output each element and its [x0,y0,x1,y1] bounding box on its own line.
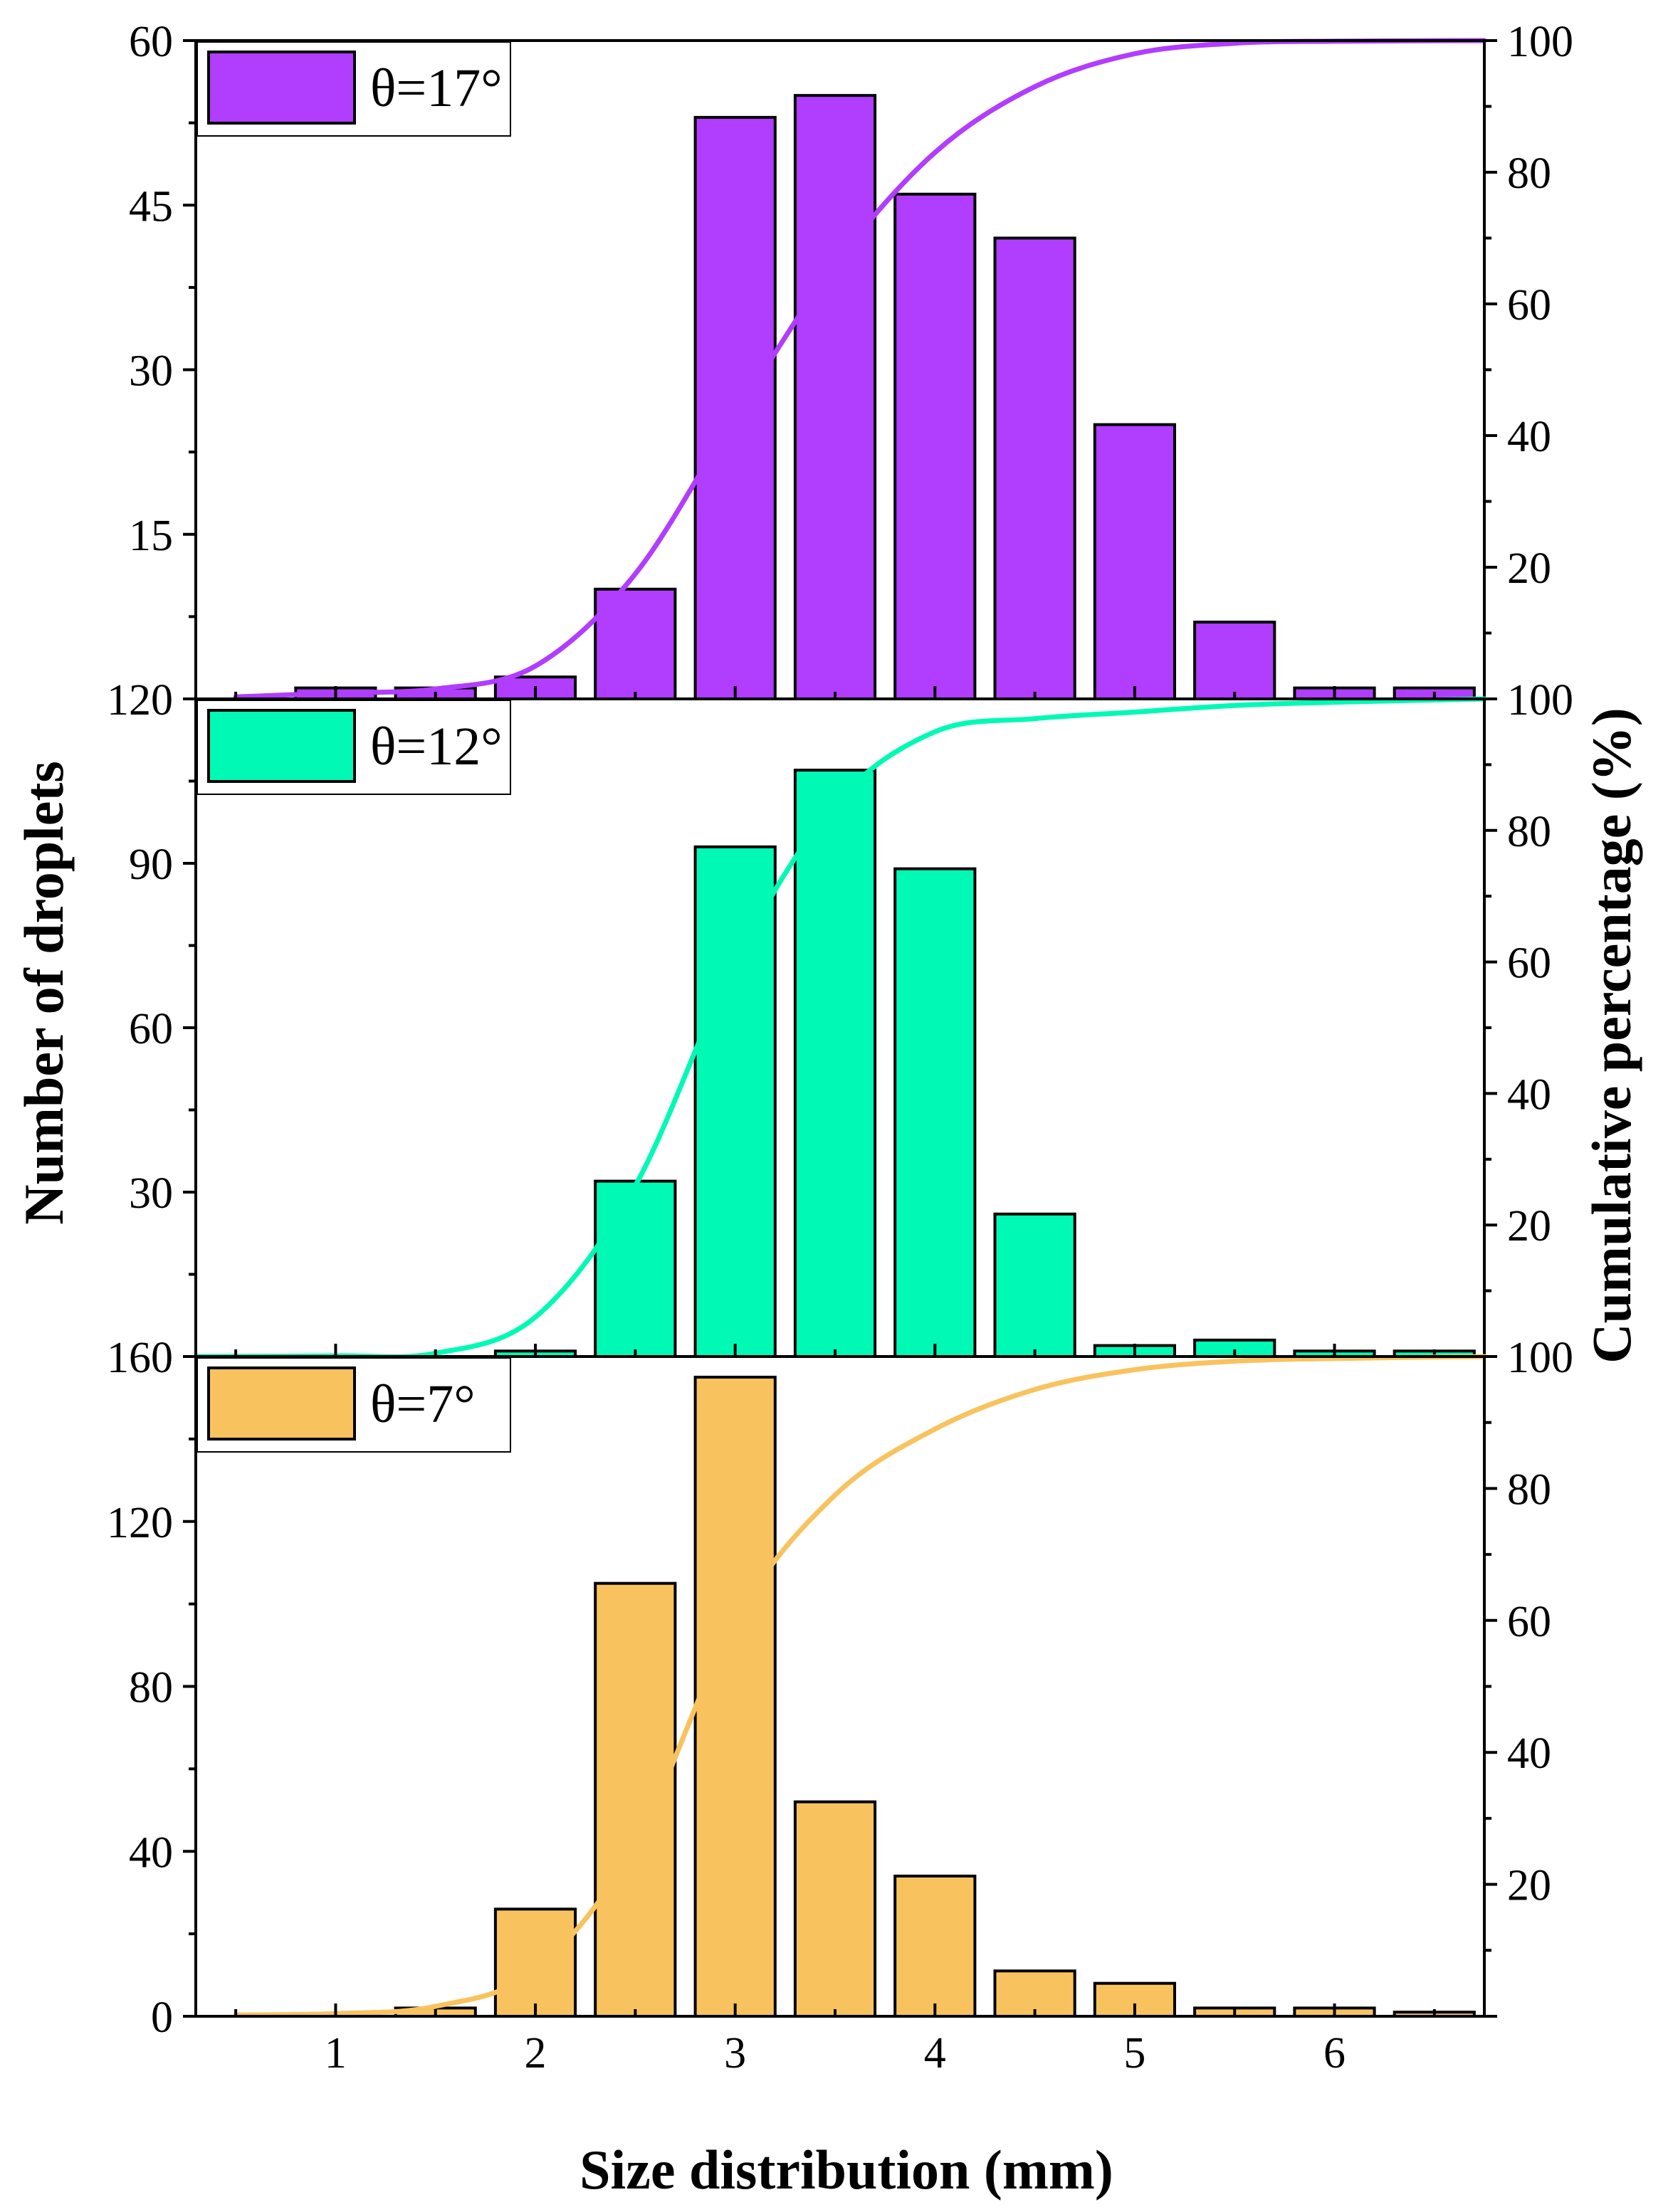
legend-swatch [207,709,356,783]
right-tick-label: 100 [1507,676,1573,725]
x-tick-label: 6 [1323,2029,1346,2077]
cumulative-line [233,38,1487,700]
legend: θ=12° [196,700,511,795]
bar-series [394,1376,1476,2018]
left-tick-label: 45 [129,182,173,231]
left-tick-label: 60 [129,1005,173,1053]
bar [993,1969,1076,2018]
bar [493,1907,577,2018]
left-tick-label: 30 [129,1169,173,1218]
left-tick-label: 0 [151,1994,173,2042]
panel-1: 15 30 45 60 20 40 60 80 100 θ=17° [129,18,1573,701]
bar [1193,621,1276,700]
right-y-axis-title: Cumulative percentage (%) [1580,707,1642,1363]
panel-2: 30 60 90 120 20 40 60 80 100 θ=12° [107,676,1573,1359]
legend-label: θ=7° [370,1374,476,1434]
bar [793,94,877,701]
legend-swatch [207,1366,356,1441]
axis-titles: Size distribution (mm) Number of droplet… [13,707,1642,2201]
bar [693,845,777,1358]
bar-series [493,769,1476,1359]
right-tick-label: 40 [1507,1070,1551,1119]
legend-swatch [207,51,356,125]
left-tick-label: 90 [129,841,173,889]
bar [594,1581,677,2018]
x-tick-label: 1 [325,2029,347,2077]
left-tick-label: 160 [107,1334,173,1382]
right-tick-label: 80 [1507,808,1551,856]
right-tick-label: 100 [1507,1334,1573,1382]
left-tick-label: 120 [107,1499,173,1547]
cumulative-line [193,696,1487,1359]
right-tick-label: 40 [1507,413,1551,461]
bar [993,236,1076,700]
x-tick-label: 4 [924,2029,946,2077]
bar [793,769,877,1358]
right-tick-label: 60 [1507,1598,1551,1646]
bar [693,1376,777,2018]
left-tick-label: 80 [129,1664,173,1712]
x-tick-label: 5 [1123,2029,1145,2077]
legend-label: θ=17° [370,58,503,118]
bar [594,1179,677,1358]
x-tick-labels: 1 2 3 4 5 6 [325,2029,1346,2077]
left-tick-label: 60 [129,18,173,66]
right-tick-label: 20 [1507,544,1551,593]
bar [893,192,977,700]
bar [893,1875,977,2018]
right-tick-label: 100 [1507,18,1573,66]
right-tick-label: 20 [1507,1862,1551,1910]
bar [793,1800,877,2018]
cumulative-line [233,1354,1487,2018]
left-y-axis-title: Number of droplets [13,761,75,1224]
x-tick-label: 2 [525,2029,547,2077]
bar [993,1212,1076,1359]
x-tick-label: 3 [724,2029,746,2077]
chart-panels: 1530456020406080100θ=17°3060901202040608… [107,18,1573,2077]
bar [893,867,977,1358]
legend-label: θ=12° [370,717,503,776]
bar [1093,423,1177,700]
right-tick-label: 40 [1507,1729,1551,1778]
legend: θ=7° [196,1357,511,1453]
bar [693,115,777,700]
right-tick-label: 60 [1507,939,1551,988]
bar [594,587,677,700]
left-tick-label: 15 [129,512,173,560]
x-axis-title: Size distribution (mm) [579,2139,1113,2201]
left-tick-label: 30 [129,347,173,396]
right-tick-label: 80 [1507,1465,1551,1514]
right-tick-label: 60 [1507,281,1551,330]
right-tick-label: 80 [1507,149,1551,198]
right-tick-label: 20 [1507,1202,1551,1250]
left-tick-label: 40 [129,1828,173,1877]
legend: θ=17° [196,41,511,137]
panel-3: 0 40 80 120 160 20 40 60 80 100 θ=7° [107,1334,1573,2042]
bar-series [294,94,1476,701]
left-tick-label: 120 [107,676,173,725]
